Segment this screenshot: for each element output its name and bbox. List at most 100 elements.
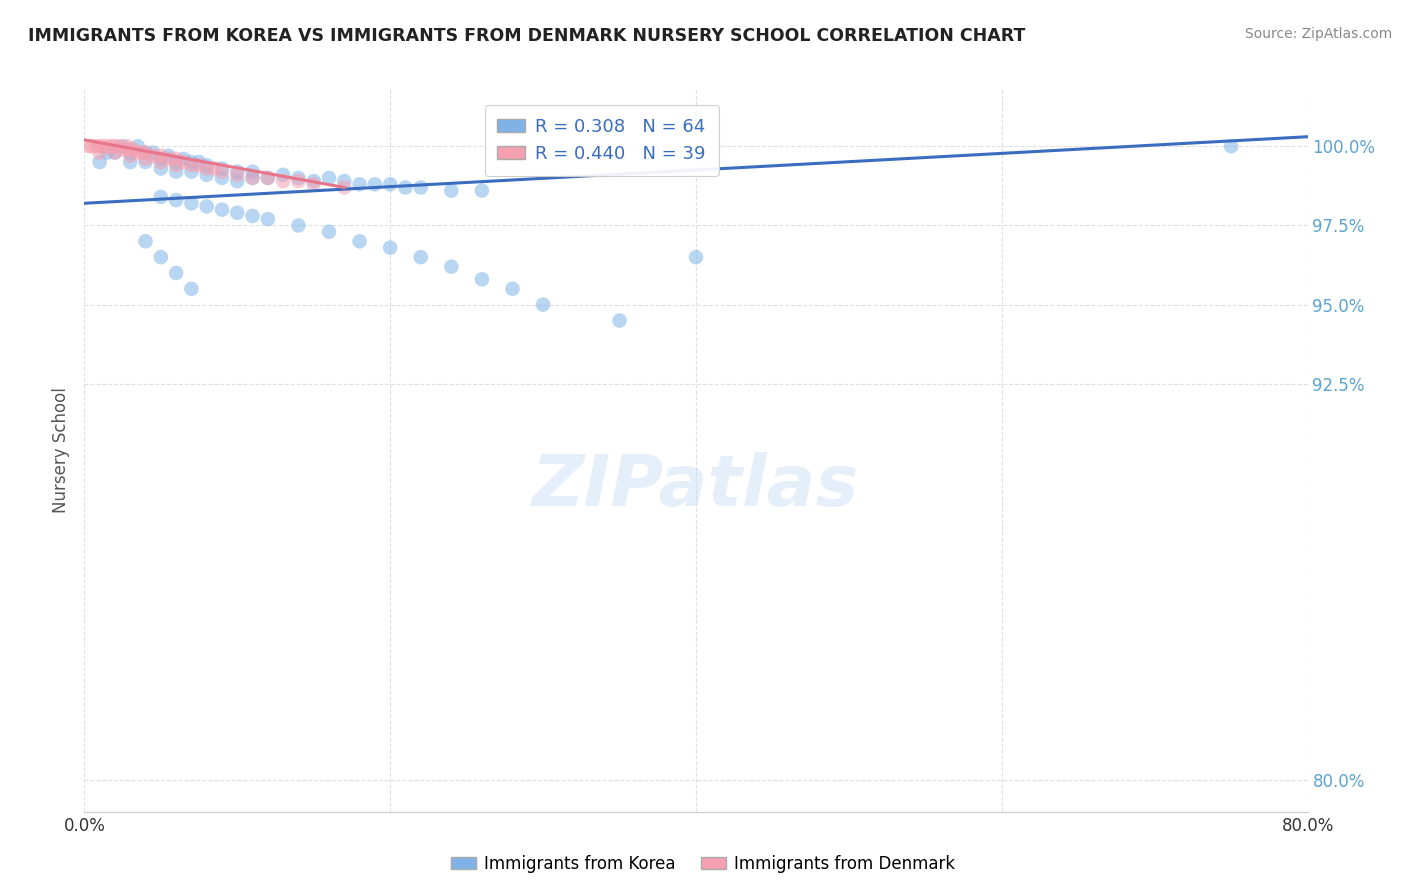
Point [440, 260, 463, 274]
Point [287, 219, 309, 233]
Point [242, 164, 264, 178]
Point [111, 139, 134, 153]
Point [211, 161, 233, 176]
Point [165, 158, 187, 172]
Point [257, 212, 280, 227]
Point [86, 139, 108, 153]
Point [195, 158, 218, 172]
Point [108, 139, 131, 153]
Point [287, 170, 309, 185]
Point [242, 209, 264, 223]
Point [180, 196, 202, 211]
Point [180, 158, 202, 172]
Text: ZIPatlas: ZIPatlas [533, 452, 859, 521]
Point [89, 139, 111, 153]
Point [242, 170, 264, 185]
Point [142, 149, 165, 163]
Point [101, 139, 124, 153]
Point [165, 155, 187, 169]
Point [226, 168, 249, 182]
Point [409, 250, 432, 264]
Point [271, 168, 294, 182]
Point [257, 170, 280, 185]
Point [188, 155, 211, 169]
Point [173, 152, 195, 166]
Point [149, 161, 172, 176]
Point [120, 149, 142, 163]
Point [111, 142, 134, 156]
Point [195, 161, 218, 176]
Point [287, 174, 309, 188]
Point [149, 155, 172, 169]
Point [271, 174, 294, 188]
Point [120, 145, 142, 160]
Point [302, 174, 325, 188]
Point [77, 139, 100, 153]
Point [364, 178, 387, 192]
Point [120, 155, 142, 169]
Point [502, 282, 524, 296]
Point [685, 250, 707, 264]
Point [1220, 139, 1243, 153]
Point [195, 168, 218, 182]
Point [211, 170, 233, 185]
Point [89, 145, 111, 160]
Point [91, 139, 114, 153]
Point [349, 178, 371, 192]
Legend: Immigrants from Korea, Immigrants from Denmark: Immigrants from Korea, Immigrants from D… [444, 848, 962, 880]
Point [440, 184, 463, 198]
Point [188, 158, 211, 172]
Point [149, 250, 172, 264]
Point [333, 180, 356, 194]
Point [211, 202, 233, 217]
Point [149, 149, 172, 163]
Point [135, 152, 157, 166]
Point [127, 139, 149, 153]
Point [96, 139, 118, 153]
Point [104, 145, 127, 160]
Point [380, 178, 402, 192]
Point [127, 145, 149, 160]
Point [349, 235, 371, 249]
Point [104, 145, 127, 160]
Point [157, 152, 180, 166]
Point [180, 155, 202, 169]
Point [89, 155, 111, 169]
Point [211, 164, 233, 178]
Point [531, 298, 554, 312]
Point [318, 225, 340, 239]
Point [257, 170, 280, 185]
Point [242, 170, 264, 185]
Point [135, 155, 157, 169]
Point [226, 206, 249, 220]
Point [195, 199, 218, 213]
Point [302, 178, 325, 192]
Point [96, 145, 118, 160]
Point [80, 139, 103, 153]
Point [135, 145, 157, 160]
Point [471, 184, 494, 198]
Y-axis label: Nursery School: Nursery School [52, 387, 70, 514]
Point [135, 145, 157, 160]
Point [142, 145, 165, 160]
Point [131, 145, 153, 160]
Point [380, 241, 402, 255]
Point [165, 266, 187, 280]
Point [135, 235, 157, 249]
Point [165, 164, 187, 178]
Point [173, 155, 195, 169]
Point [333, 174, 356, 188]
Point [226, 174, 249, 188]
Text: IMMIGRANTS FROM KOREA VS IMMIGRANTS FROM DENMARK NURSERY SCHOOL CORRELATION CHAR: IMMIGRANTS FROM KOREA VS IMMIGRANTS FROM… [28, 27, 1025, 45]
Point [120, 142, 142, 156]
Point [318, 170, 340, 185]
Point [226, 164, 249, 178]
Point [165, 193, 187, 207]
Point [104, 139, 127, 153]
Point [149, 190, 172, 204]
Point [471, 272, 494, 286]
Point [122, 142, 145, 156]
Point [157, 149, 180, 163]
Text: Source: ZipAtlas.com: Source: ZipAtlas.com [1244, 27, 1392, 41]
Point [180, 164, 202, 178]
